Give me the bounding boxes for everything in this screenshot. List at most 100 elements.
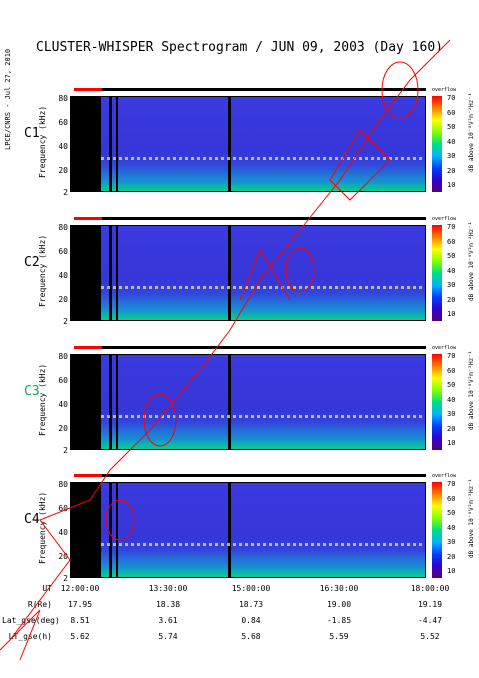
coverage-gap-marker — [74, 474, 102, 477]
ephemeris-value: 3.61 — [158, 616, 178, 625]
plasma-frequency-trace — [101, 157, 425, 161]
ephemeris-value: 18.38 — [155, 600, 181, 609]
colorbar-tick-label: 10 — [447, 439, 456, 447]
colorbar-tick-label: 20 — [447, 424, 456, 433]
plasma-frequency-trace — [101, 415, 425, 419]
y-tick-label: 80 — [58, 480, 68, 489]
colorbar-tick-label: 40 — [447, 137, 456, 146]
no-data-region — [71, 483, 101, 577]
colorbar-tick-label: 50 — [447, 509, 456, 517]
y-axis-label: Frequency (kHz) — [38, 363, 47, 436]
y-tick-label: 80 — [58, 223, 68, 232]
colorbar-tick-label: 10 — [447, 310, 456, 318]
data-gap — [116, 226, 118, 320]
y-tick-label: 2 — [63, 574, 68, 583]
y-tick-label: 60 — [58, 376, 68, 385]
colorbar-tick-label: 60 — [447, 108, 456, 117]
ephemeris-value: 8.51 — [70, 616, 90, 625]
ephemeris-value: 5.62 — [70, 632, 90, 641]
data-gap — [109, 226, 112, 320]
colorbar-tick-label: 30 — [447, 152, 456, 160]
data-gap — [116, 355, 118, 449]
colorbar-unit-label: dB above 10⁻⁸V²m⁻²Hz⁻¹ — [468, 221, 475, 301]
colorbar — [432, 482, 442, 578]
colorbar-tick-label: 30 — [447, 538, 456, 546]
y-tick-label: 40 — [58, 271, 68, 280]
no-data-region — [71, 355, 101, 449]
y-axis-label: Frequency (kHz) — [38, 491, 47, 564]
colorbar-tick-label: 10 — [447, 567, 456, 575]
colorbar-tick-label: 40 — [447, 266, 456, 275]
colorbar-tick-label: 20 — [447, 166, 456, 175]
ephemeris-value: 12:00:00 — [60, 584, 100, 593]
no-data-region — [71, 226, 101, 320]
colorbar-tick-label: 40 — [447, 523, 456, 532]
ephemeris-row-label: Lat_gse(deg) — [2, 616, 60, 625]
colorbar-unit-label: dB above 10⁻⁸V²m⁻²Hz⁻¹ — [468, 350, 475, 430]
data-gap — [228, 226, 231, 320]
colorbar-overflow-label: overflow — [432, 87, 457, 93]
data-coverage-bar — [74, 474, 426, 477]
colorbar-tick-label: 30 — [447, 281, 456, 289]
colorbar — [432, 96, 442, 192]
ephemeris-value: 5.59 — [329, 632, 349, 641]
ephemeris-value: 15:00:00 — [231, 584, 271, 593]
colorbar-tick-label: 20 — [447, 552, 456, 561]
coverage-gap-marker — [74, 88, 102, 91]
colorbar-overflow-label: overflow — [432, 473, 457, 479]
y-tick-label: 60 — [58, 118, 68, 127]
y-tick-label: 2 — [63, 446, 68, 455]
data-gap — [109, 97, 112, 191]
ephemeris-value: 5.52 — [420, 632, 440, 641]
y-tick-label: 20 — [58, 552, 68, 561]
data-coverage-bar — [74, 346, 426, 349]
y-tick-label: 40 — [58, 400, 68, 409]
y-tick-label: 80 — [58, 352, 68, 361]
spectrogram-plot — [70, 225, 426, 321]
y-tick-label: 2 — [63, 188, 68, 197]
data-gap — [109, 355, 112, 449]
colorbar-tick-label: 70 — [447, 352, 456, 360]
spectrogram-panel-c2: C2 Frequency (kHz) 80 60 40 20 2 overflow 70 60 50… — [0, 216, 479, 339]
colorbar-tick-label: 50 — [447, 252, 456, 260]
chart-title: CLUSTER-WHISPER Spectrogram / JUN 09, 20… — [36, 40, 443, 55]
y-tick-label: 20 — [58, 295, 68, 304]
data-gap — [116, 97, 118, 191]
colorbar-tick-label: 70 — [447, 94, 456, 102]
spectrogram-plot — [70, 482, 426, 578]
y-tick-label: 60 — [58, 504, 68, 513]
y-axis-label: Frequency (kHz) — [38, 105, 47, 178]
y-axis-label: Frequency (kHz) — [38, 234, 47, 307]
colorbar-overflow-label: overflow — [432, 345, 457, 351]
colorbar-tick-label: 70 — [447, 480, 456, 488]
colorbar-overflow-label: overflow — [432, 216, 457, 222]
data-gap — [116, 483, 118, 577]
spectrogram-panel-c4: C4 Frequency (kHz) 80 60 40 20 2 overflow 70 60 50… — [0, 473, 479, 596]
ephemeris-value: 17.95 — [67, 600, 93, 609]
colorbar-tick-label: 30 — [447, 410, 456, 418]
y-tick-label: 20 — [58, 424, 68, 433]
ephemeris-value: 19.19 — [417, 600, 443, 609]
plasma-frequency-trace — [101, 286, 425, 290]
colorbar — [432, 354, 442, 450]
y-tick-label: 2 — [63, 317, 68, 326]
colorbar-tick-label: 60 — [447, 494, 456, 503]
y-tick-label: 20 — [58, 166, 68, 175]
spectrogram-panel-c3: C3 Frequency (kHz) 80 60 40 20 2 overflow 70 60 50… — [0, 345, 479, 468]
colorbar — [432, 225, 442, 321]
ephemeris-value: 18.73 — [238, 600, 264, 609]
ephemeris-value: 13:30:00 — [148, 584, 188, 593]
ephemeris-value: -4.47 — [417, 616, 443, 625]
colorbar-tick-label: 10 — [447, 181, 456, 189]
colorbar-tick-label: 60 — [447, 366, 456, 375]
colorbar-tick-label: 40 — [447, 395, 456, 404]
data-coverage-bar — [74, 88, 426, 91]
ephemeris-value: 16:30:00 — [319, 584, 359, 593]
colorbar-unit-label: dB above 10⁻⁸V²m⁻²Hz⁻¹ — [468, 478, 475, 558]
coverage-gap-marker — [74, 217, 102, 220]
no-data-region — [71, 97, 101, 191]
plasma-frequency-trace — [101, 543, 425, 547]
ephemeris-value: -1.85 — [326, 616, 352, 625]
colorbar-tick-label: 50 — [447, 381, 456, 389]
data-gap — [109, 483, 112, 577]
